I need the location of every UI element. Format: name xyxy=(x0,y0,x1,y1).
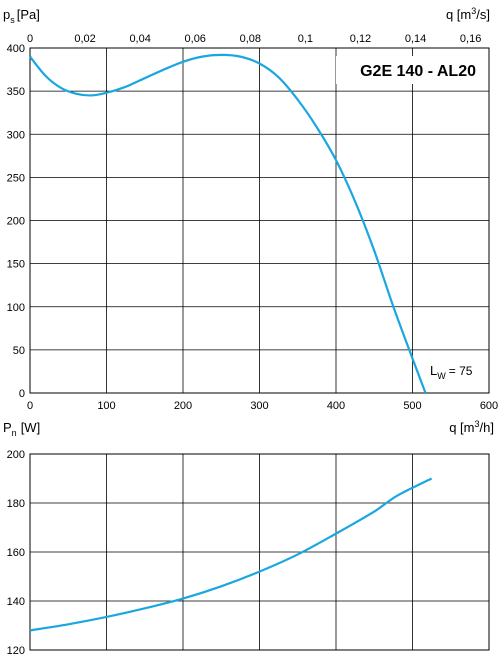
top-x-tick-label: 200 xyxy=(174,400,192,412)
top-x-tick-labels-top: 0 0,02 0,04 0,06 0,08 0,1 0,12 0,14 0,16 xyxy=(27,33,481,45)
top-x-tick-labels-bottom: 0 100 200 300 400 500 600 xyxy=(27,400,498,412)
top-pressure-curve xyxy=(29,53,427,394)
top-y-tick-label: 50 xyxy=(13,345,25,357)
bottom-y-tick-label: 140 xyxy=(7,596,25,608)
sound-power-annotation: LW = 75 xyxy=(430,363,473,381)
bottom-y-tick-label: 120 xyxy=(7,645,25,657)
top-y-tick-label: 350 xyxy=(7,86,25,98)
bottom-y-tick-label: 160 xyxy=(7,547,25,559)
top-x2-tick-label: 0 xyxy=(27,33,33,45)
top-x2-tick-label: 0,06 xyxy=(185,33,206,45)
top-gridlines xyxy=(29,47,490,394)
bottom-chart: Pn [W] 120 140 160 180 200 xyxy=(3,420,490,657)
top-y-tick-label: 0 xyxy=(19,388,25,400)
top-x2-tick-label: 0,08 xyxy=(240,33,261,45)
title-box xyxy=(336,56,482,84)
top-y-tick-labels: 0 50 100 150 200 250 300 350 400 xyxy=(7,43,25,400)
top-x-tick-label: 0 xyxy=(27,400,33,412)
bottom-y-axis-label: Pn [W] xyxy=(3,420,40,438)
top-x2-tick-label: 0,02 xyxy=(74,33,95,45)
top-x-tick-label: 100 xyxy=(97,400,115,412)
top-y-tick-label: 300 xyxy=(7,129,25,141)
top-plot-frame xyxy=(29,47,490,394)
bottom-y-tick-label: 180 xyxy=(7,498,25,510)
top-x2-tick-label: 0,04 xyxy=(129,33,150,45)
bottom-y-tick-labels: 120 140 160 180 200 xyxy=(7,449,25,657)
top-y-axis-label: ps [Pa] xyxy=(3,7,40,25)
bottom-x-axis-label: q [m3/h] xyxy=(449,419,494,435)
bottom-power-curve xyxy=(29,477,433,632)
top-y-tick-label: 250 xyxy=(7,172,25,184)
bottom-y-tick-label: 200 xyxy=(7,449,25,461)
top-x-tick-label: 500 xyxy=(403,400,421,412)
top-y-tick-label: 100 xyxy=(7,302,25,314)
top-x2-tick-label: 0,16 xyxy=(460,33,481,45)
top-y-tick-label: 400 xyxy=(7,43,25,55)
top-x-tick-label: 600 xyxy=(480,400,498,412)
top-x-axis-label: q [m3/s] xyxy=(446,6,490,22)
top-x2-tick-label: 0,1 xyxy=(298,33,313,45)
top-y-tick-label: 200 xyxy=(7,216,25,228)
chart-title: G2E 140 - AL20 xyxy=(360,63,476,80)
top-chart: 0 100 200 300 400 500 600 0 0,02 0,04 0,06 0,08 0,1… xyxy=(3,6,498,435)
top-x2-tick-label: 0,12 xyxy=(350,33,371,45)
bottom-plot-frame xyxy=(29,453,490,651)
top-x2-tick-label: 0,14 xyxy=(405,33,426,45)
top-x-tick-label: 400 xyxy=(327,400,345,412)
top-x-tick-label: 300 xyxy=(250,400,268,412)
top-y-tick-label: 150 xyxy=(7,259,25,271)
